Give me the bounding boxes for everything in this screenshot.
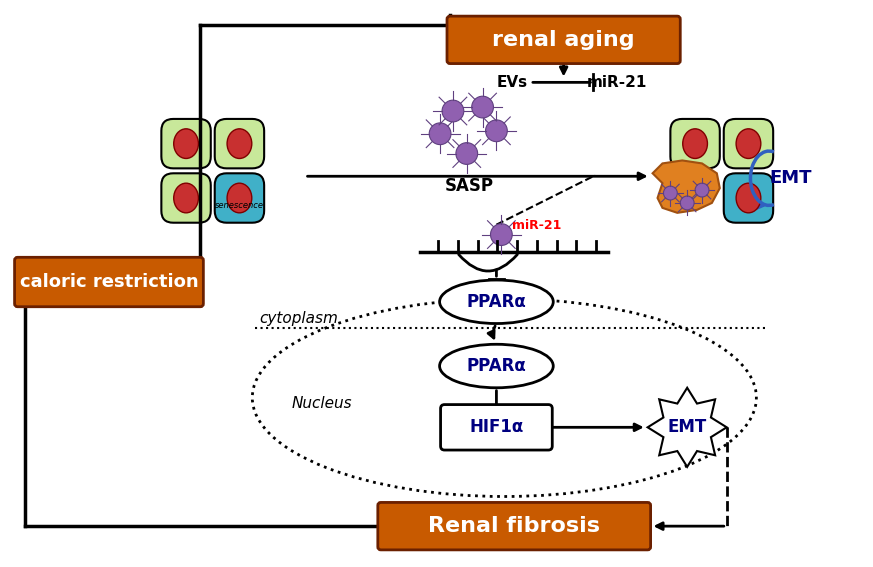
Ellipse shape (440, 344, 553, 388)
Text: Nucleus: Nucleus (292, 396, 353, 411)
Ellipse shape (683, 129, 707, 158)
Text: cytoplasm: cytoplasm (259, 311, 338, 326)
FancyBboxPatch shape (162, 174, 210, 223)
Circle shape (456, 143, 478, 164)
FancyBboxPatch shape (15, 257, 203, 307)
Ellipse shape (174, 129, 198, 158)
Text: EVs: EVs (497, 75, 528, 90)
FancyBboxPatch shape (670, 119, 720, 168)
Polygon shape (653, 160, 720, 213)
Text: EMT: EMT (668, 418, 707, 437)
Text: renal aging: renal aging (492, 30, 635, 50)
Circle shape (471, 96, 493, 118)
Circle shape (695, 183, 709, 197)
Text: HIF1α: HIF1α (470, 418, 524, 437)
Text: senescence: senescence (215, 201, 264, 210)
Ellipse shape (736, 129, 760, 158)
Circle shape (663, 186, 677, 200)
FancyBboxPatch shape (724, 174, 773, 223)
Circle shape (442, 100, 464, 122)
FancyBboxPatch shape (378, 502, 650, 550)
FancyBboxPatch shape (162, 119, 210, 168)
Polygon shape (648, 388, 726, 467)
Text: PPARα: PPARα (466, 357, 526, 375)
Text: miR-21: miR-21 (512, 219, 561, 232)
Text: EMT: EMT (770, 169, 812, 187)
FancyBboxPatch shape (724, 119, 773, 168)
Ellipse shape (736, 183, 760, 213)
Text: Renal fibrosis: Renal fibrosis (429, 516, 601, 536)
Circle shape (485, 120, 507, 142)
Ellipse shape (227, 129, 251, 158)
Text: SASP: SASP (445, 177, 494, 195)
FancyBboxPatch shape (215, 174, 265, 223)
FancyBboxPatch shape (441, 405, 553, 450)
Circle shape (491, 224, 512, 246)
Ellipse shape (174, 183, 198, 213)
Text: PPARα: PPARα (466, 293, 526, 311)
Text: miR-21: miR-21 (587, 75, 647, 90)
FancyBboxPatch shape (447, 16, 680, 64)
Ellipse shape (440, 280, 553, 324)
Circle shape (430, 123, 451, 145)
Circle shape (680, 196, 694, 210)
Text: caloric restriction: caloric restriction (20, 273, 198, 291)
FancyBboxPatch shape (215, 119, 265, 168)
Ellipse shape (227, 183, 251, 213)
